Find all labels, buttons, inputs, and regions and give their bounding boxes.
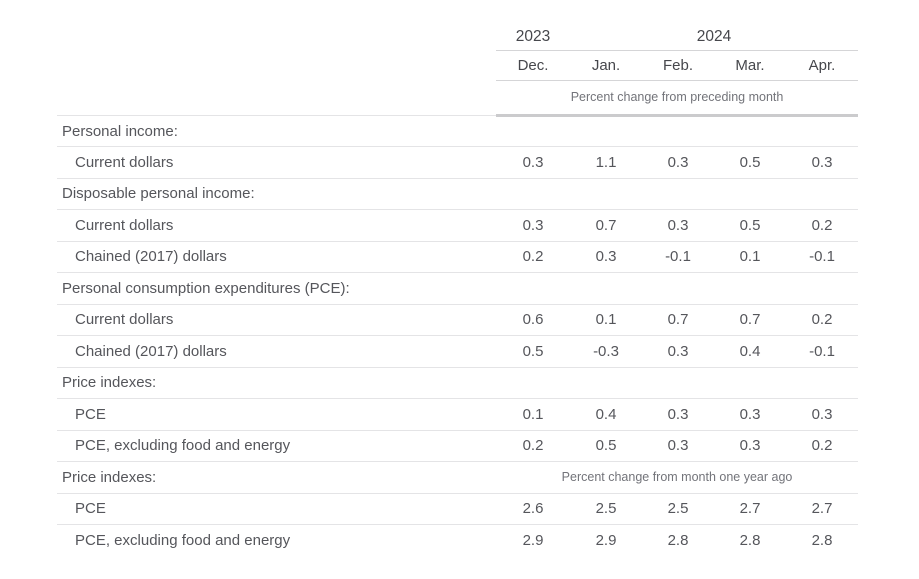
month-header-mar: Mar. — [714, 50, 786, 81]
value-feb: 2.5 — [642, 493, 714, 525]
value-jan: -0.3 — [570, 335, 642, 368]
year-header-spacer — [57, 24, 496, 50]
units-note-year-ago: Percent change from month one year ago — [496, 461, 859, 494]
value-jan: 0.4 — [570, 398, 642, 431]
personal-income-outlays-table: 2023 2024 Dec. Jan. Feb. Mar. Apr. Perce… — [57, 24, 859, 557]
section-row-personal-income: Personal income: — [57, 115, 859, 147]
value-jan: 1.1 — [570, 146, 642, 179]
value-dec: 0.5 — [496, 335, 570, 368]
month-header-row: Dec. Jan. Feb. Mar. Apr. — [57, 50, 859, 81]
row-label: Current dollars — [57, 209, 496, 242]
data-row-price-index-core-pce-monthly: PCE, excluding food and energy 0.2 0.5 0… — [57, 430, 859, 462]
value-mar: 0.5 — [714, 146, 786, 179]
value-dec: 2.6 — [496, 493, 570, 525]
month-header-dec: Dec. — [496, 50, 570, 81]
value-jan: 0.3 — [570, 241, 642, 273]
row-label: PCE, excluding food and energy — [75, 532, 291, 549]
row-label: Current dollars — [57, 304, 496, 336]
value-apr: 2.8 — [811, 532, 833, 549]
value-feb: 0.3 — [642, 209, 714, 242]
row-label: Current dollars — [57, 146, 496, 179]
value-apr: 0.2 — [786, 304, 859, 336]
value-mar: 0.5 — [714, 209, 786, 242]
data-row-dpi-current-dollars: Current dollars 0.3 0.7 0.3 0.5 0.2 — [57, 209, 859, 242]
units-note-preceding-month: Percent change from preceding month — [496, 80, 859, 117]
row-label: PCE — [57, 493, 496, 525]
section-label: Price indexes: — [57, 461, 496, 494]
year-header-2023: 2023 — [496, 24, 570, 51]
value-dec: 0.2 — [496, 430, 570, 462]
value-apr: 0.2 — [786, 209, 859, 242]
value-jan: 0.1 — [570, 304, 642, 336]
section-row-price-indexes-monthly: Price indexes: — [57, 367, 859, 399]
month-header-spacer — [57, 50, 496, 80]
value-jan: 0.5 — [570, 430, 642, 462]
data-row-price-index-core-pce-year-ago: PCE, excluding food and energy 2.9 2.9 2… — [57, 525, 858, 557]
value-mar: 0.3 — [714, 430, 786, 462]
value-feb: 2.8 — [667, 532, 689, 549]
value-mar: 0.4 — [714, 335, 786, 368]
value-jan: 2.9 — [595, 532, 617, 549]
section-row-price-indexes-year-ago: Price indexes: Percent change from month… — [57, 461, 859, 494]
value-jan: 2.5 — [570, 493, 642, 525]
month-header-apr: Apr. — [786, 50, 859, 81]
value-feb: 0.3 — [642, 398, 714, 431]
row-label: Chained (2017) dollars — [57, 241, 496, 273]
year-header-2024: 2024 — [570, 24, 859, 51]
section-label: Price indexes: — [57, 367, 859, 399]
section-label: Disposable personal income: — [57, 178, 859, 210]
data-row-price-index-pce-monthly: PCE 0.1 0.4 0.3 0.3 0.3 — [57, 398, 859, 431]
value-apr: 0.3 — [786, 146, 859, 179]
row-label: Chained (2017) dollars — [57, 335, 496, 368]
value-dec: 2.9 — [522, 532, 544, 549]
value-dec: 0.6 — [496, 304, 570, 336]
value-apr: 0.3 — [786, 398, 859, 431]
value-dec: 0.1 — [496, 398, 570, 431]
value-feb: 0.7 — [642, 304, 714, 336]
year-header-row: 2023 2024 — [57, 24, 859, 51]
value-feb: 0.3 — [642, 430, 714, 462]
units-note-row: Percent change from preceding month — [57, 80, 859, 117]
value-mar: 0.3 — [714, 398, 786, 431]
units-note-spacer — [57, 80, 496, 116]
data-row-personal-income-current-dollars: Current dollars 0.3 1.1 0.3 0.5 0.3 — [57, 146, 859, 179]
value-apr: -0.1 — [786, 241, 859, 273]
section-row-pce: Personal consumption expenditures (PCE): — [57, 272, 859, 305]
row-label: PCE, excluding food and energy — [57, 430, 496, 462]
value-mar: 2.8 — [739, 532, 761, 549]
section-label: Personal consumption expenditures (PCE): — [57, 272, 859, 305]
month-header-feb: Feb. — [642, 50, 714, 81]
value-jan: 0.7 — [570, 209, 642, 242]
value-feb: -0.1 — [642, 241, 714, 273]
section-label: Personal income: — [57, 115, 859, 147]
value-apr: -0.1 — [786, 335, 859, 368]
value-feb: 0.3 — [642, 335, 714, 368]
row-label: PCE — [57, 398, 496, 431]
value-apr: 2.7 — [786, 493, 859, 525]
value-feb: 0.3 — [642, 146, 714, 179]
data-row-pce-current-dollars: Current dollars 0.6 0.1 0.7 0.7 0.2 — [57, 304, 859, 336]
value-mar: 2.7 — [714, 493, 786, 525]
value-dec: 0.3 — [496, 209, 570, 242]
data-row-pce-chained-dollars: Chained (2017) dollars 0.5 -0.3 0.3 0.4 … — [57, 335, 859, 368]
month-header-jan: Jan. — [570, 50, 642, 81]
data-row-price-index-pce-year-ago: PCE 2.6 2.5 2.5 2.7 2.7 — [57, 493, 859, 525]
value-dec: 0.3 — [496, 146, 570, 179]
data-row-dpi-chained-dollars: Chained (2017) dollars 0.2 0.3 -0.1 0.1 … — [57, 241, 859, 273]
section-row-disposable-personal-income: Disposable personal income: — [57, 178, 859, 210]
value-mar: 0.7 — [714, 304, 786, 336]
value-mar: 0.1 — [714, 241, 786, 273]
value-dec: 0.2 — [496, 241, 570, 273]
value-apr: 0.2 — [786, 430, 859, 462]
